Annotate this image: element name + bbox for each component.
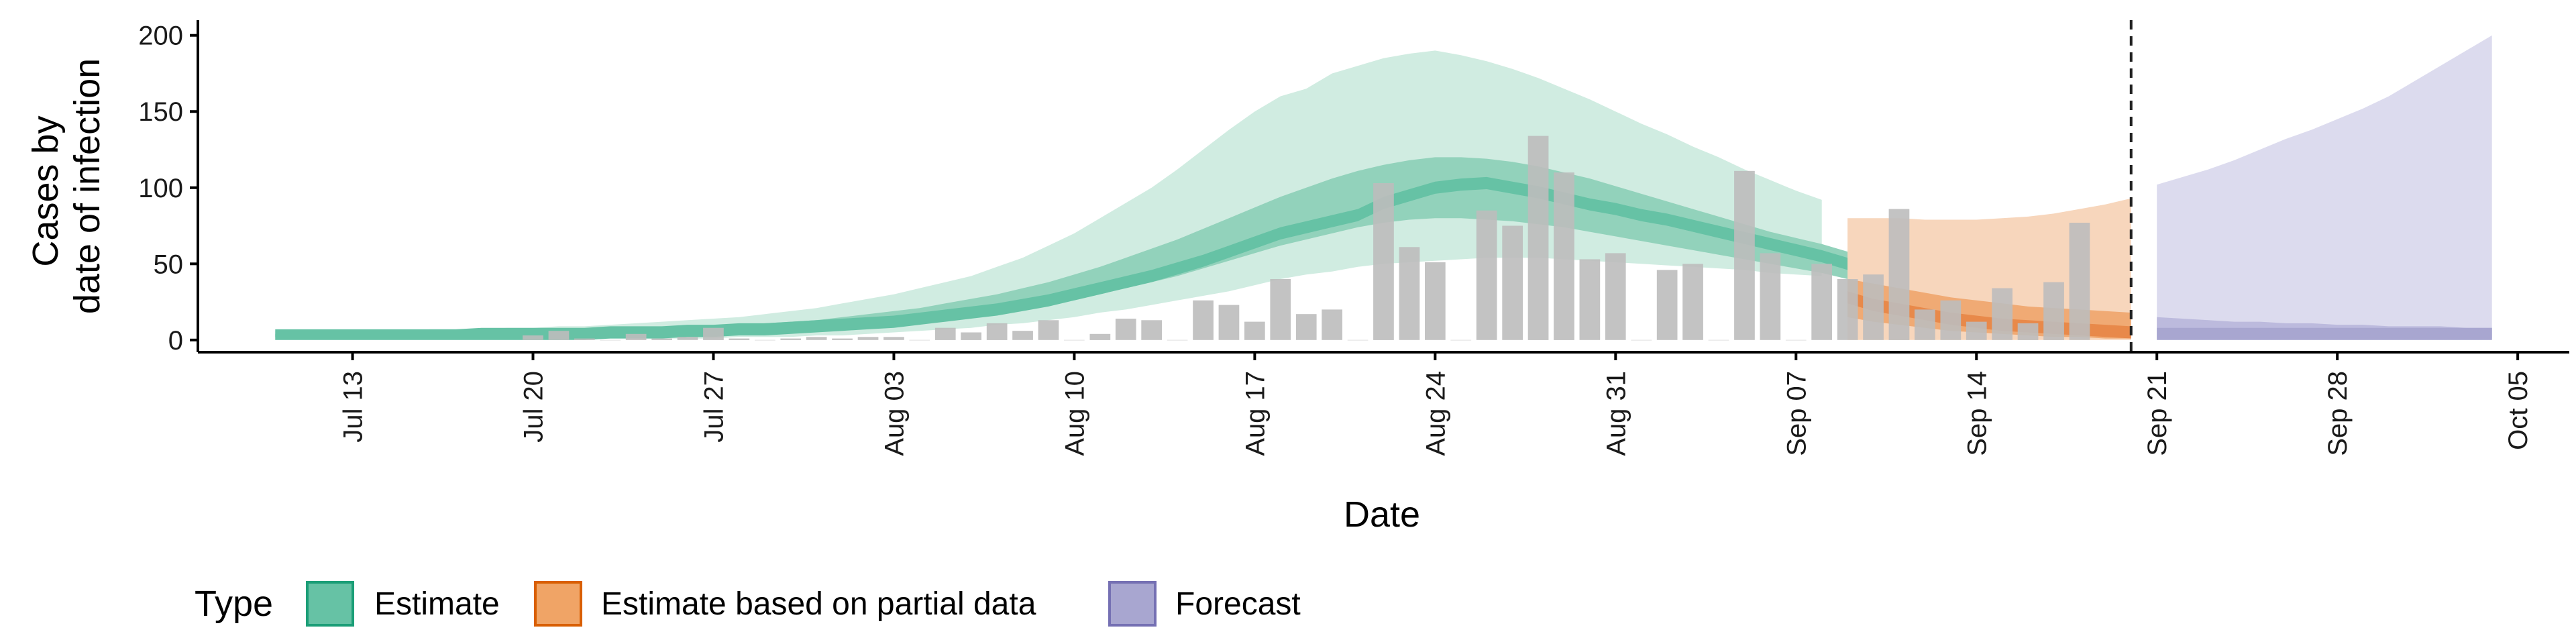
reported-cases-bar bbox=[1089, 333, 1111, 340]
reported-cases-bar bbox=[1399, 247, 1420, 340]
reported-cases-bar bbox=[1064, 339, 1085, 341]
reported-cases-bar bbox=[1038, 320, 1059, 340]
reported-cases-bar bbox=[1940, 300, 1962, 340]
estimate-mid-band bbox=[275, 157, 1899, 337]
y-axis-title-line-1: Cases by bbox=[25, 115, 66, 266]
reported-cases-bar bbox=[729, 338, 750, 340]
reported-cases-bar bbox=[1631, 339, 1652, 341]
reported-cases-bar bbox=[1708, 339, 1729, 341]
y-tick-label: 50 bbox=[154, 250, 184, 279]
reported-cases-bar bbox=[806, 337, 827, 340]
reported-cases-bar bbox=[2017, 323, 2039, 340]
x-tick-label: Jul 20 bbox=[519, 371, 549, 443]
reported-cases-bar bbox=[651, 338, 672, 340]
reported-cases-bar bbox=[1579, 259, 1601, 340]
x-tick-label: Sep 21 bbox=[2143, 371, 2172, 456]
reported-cases-bar bbox=[574, 338, 595, 340]
axes: 0 50 100 150 200 Jul 13 Jul 20 Jul 27 Aug 03 Aug … bbox=[138, 20, 2569, 456]
x-tick-label: Jul 13 bbox=[339, 371, 368, 443]
reported-cases-bar bbox=[1915, 309, 1935, 340]
reported-cases-bar bbox=[703, 327, 724, 340]
legend: Type Estimate Estimate based on partial … bbox=[195, 581, 1301, 627]
legend-key-partial bbox=[534, 581, 582, 627]
reported-cases-bar bbox=[1554, 172, 1574, 340]
forecast-median-band bbox=[2157, 327, 2492, 340]
reported-cases-bar bbox=[1244, 321, 1265, 340]
reported-cases-bar bbox=[1837, 279, 1858, 340]
x-tick-label: Aug 31 bbox=[1601, 371, 1631, 456]
reported-cases-bar bbox=[1295, 314, 1317, 340]
reported-cases-bar bbox=[1605, 253, 1626, 340]
reported-cases-bar bbox=[1888, 209, 1910, 340]
reported-cases-bar bbox=[1992, 288, 2012, 340]
reported-cases-bar bbox=[1193, 300, 1214, 340]
reported-cases-bar bbox=[1785, 339, 1807, 341]
legend-title: Type bbox=[195, 584, 273, 624]
reported-cases-bar bbox=[1811, 264, 1832, 340]
reported-cases-bar bbox=[1682, 264, 1703, 340]
y-axis-title-line-2: date of infection bbox=[67, 58, 107, 314]
reported-cases-bar bbox=[883, 337, 904, 340]
reported-cases-bar bbox=[1270, 279, 1291, 340]
reported-cases-bar bbox=[548, 331, 570, 340]
estimate-outer-band bbox=[275, 50, 1822, 340]
y-tick-label: 200 bbox=[138, 21, 183, 51]
reported-cases-bar bbox=[1527, 136, 1549, 340]
reported-cases-bar bbox=[523, 335, 543, 340]
x-tick-label: Aug 03 bbox=[879, 371, 909, 456]
forecast-outer-band bbox=[2157, 35, 2492, 340]
legend-label-forecast: Forecast bbox=[1175, 586, 1301, 622]
reported-cases-bar bbox=[986, 323, 1008, 340]
reported-cases-bar bbox=[1373, 183, 1394, 340]
reported-cases-bar bbox=[2043, 282, 2064, 340]
x-tick-label: Sep 14 bbox=[1962, 371, 1992, 456]
reported-cases-bar bbox=[2069, 223, 2090, 340]
x-tick-label: Aug 10 bbox=[1060, 371, 1089, 456]
reported-cases-bar bbox=[1012, 331, 1033, 340]
reported-cases-bar bbox=[934, 327, 956, 340]
x-tick-label: Oct 05 bbox=[2504, 371, 2533, 450]
y-tick-label: 0 bbox=[168, 326, 183, 356]
y-tick-label: 100 bbox=[138, 174, 183, 203]
x-tick-label: Aug 24 bbox=[1421, 371, 1450, 456]
legend-label-estimate: Estimate bbox=[374, 586, 500, 622]
plot-area bbox=[275, 20, 2492, 352]
y-axis-title: Cases by date of infection bbox=[25, 58, 107, 314]
reported-cases-bar bbox=[677, 337, 698, 340]
legend-label-partial: Estimate based on partial data bbox=[601, 586, 1036, 622]
reported-cases-bar bbox=[1322, 309, 1342, 340]
reported-cases-bar bbox=[1115, 319, 1136, 340]
reported-cases-bar bbox=[1966, 321, 1987, 340]
reported-cases-bar bbox=[1141, 320, 1162, 340]
reported-cases-bar bbox=[961, 332, 981, 340]
reported-cases-bar bbox=[1734, 170, 1755, 340]
reported-cases-bar bbox=[780, 338, 802, 340]
x-tick-label: Sep 07 bbox=[1782, 371, 1811, 456]
reported-cases-bar bbox=[1760, 253, 1781, 340]
reported-cases-bar bbox=[1347, 339, 1368, 341]
reported-cases-bar bbox=[909, 339, 930, 341]
reported-cases-bar bbox=[1656, 270, 1678, 340]
legend-key-forecast bbox=[1108, 581, 1157, 627]
reported-cases-bar bbox=[1502, 225, 1523, 340]
reported-cases-bar bbox=[625, 333, 647, 340]
x-tick-label: Aug 17 bbox=[1240, 371, 1270, 456]
y-tick-label: 150 bbox=[138, 97, 183, 127]
reported-cases-bar bbox=[832, 338, 853, 340]
reported-cases-bar bbox=[755, 339, 775, 341]
reported-cases-bar bbox=[1863, 274, 1884, 340]
reported-cases-bar bbox=[1450, 339, 1472, 341]
reported-cases-bar bbox=[1425, 262, 1446, 340]
x-tick-label: Jul 27 bbox=[700, 371, 729, 443]
reported-cases-bar bbox=[600, 339, 621, 341]
reported-cases-bar bbox=[1218, 305, 1240, 340]
x-tick-label: Sep 28 bbox=[2323, 371, 2353, 456]
reported-cases-bar bbox=[1167, 339, 1188, 341]
reported-cases-bar bbox=[857, 337, 879, 340]
reported-cases-bar bbox=[1476, 210, 1497, 340]
x-axis-title: Date bbox=[1344, 494, 1420, 535]
legend-key-estimate bbox=[306, 581, 354, 627]
